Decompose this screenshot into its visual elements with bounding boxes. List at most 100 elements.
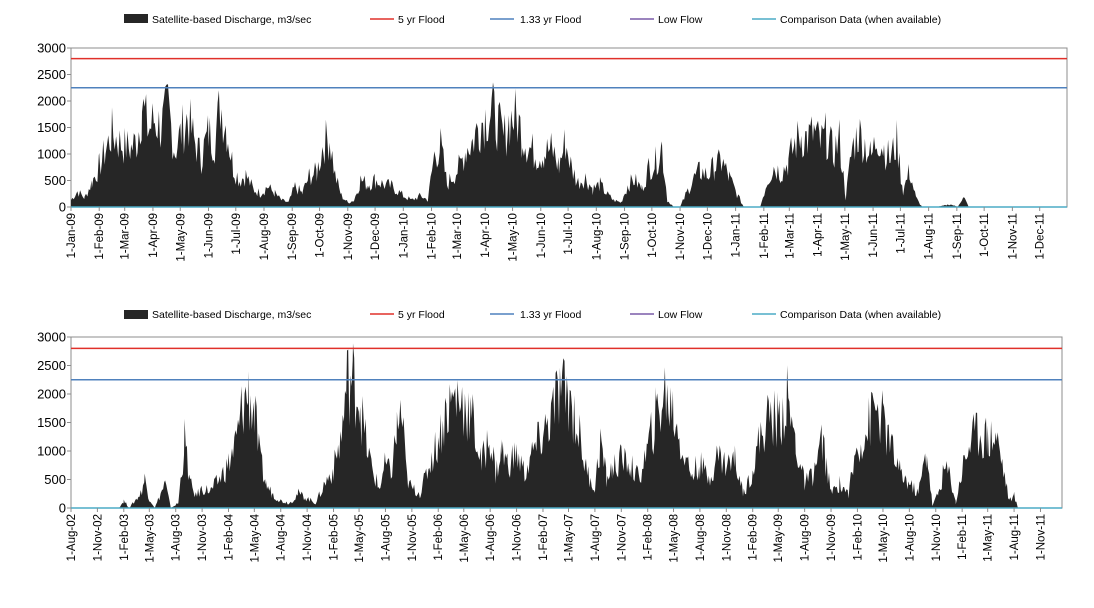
- y-tick-label: 2500: [37, 67, 66, 82]
- legend-item-flood5: 5 yr Flood: [370, 309, 445, 321]
- x-tick-label: 1-Apr-09: [148, 213, 160, 258]
- legend-label-lowflow: Low Flow: [658, 14, 703, 26]
- x-tick-label: 1-Mar-09: [120, 213, 132, 260]
- legend-item-flood5: 5 yr Flood: [370, 14, 445, 26]
- legend-item-discharge: Satellite-based Discharge, m3/sec: [124, 309, 311, 321]
- y-tick-label: 2500: [37, 358, 66, 373]
- x-tick-label: 1-Nov-10: [675, 213, 687, 260]
- x-tick-label: 1-Feb-10: [427, 213, 439, 260]
- x-tick-label: 1-Sep-10: [620, 213, 632, 260]
- legend-label-lowflow: Low Flow: [658, 309, 703, 321]
- x-tick-label: 1-Feb-05: [329, 514, 341, 561]
- y-tick-label: 1500: [37, 120, 66, 135]
- x-tick-label: 1-May-10: [878, 514, 890, 563]
- chart-svg: Satellite-based Discharge, m3/sec 5 yr F…: [37, 309, 1063, 563]
- x-tick-label: 1-Sep-11: [952, 213, 964, 259]
- discharge-chart-2002-2011: Satellite-based Discharge, m3/sec 5 yr F…: [0, 300, 1094, 608]
- legend-label-flood133: 1.33 yr Flood: [520, 14, 581, 26]
- x-tick-label: 1-Apr-11: [813, 213, 825, 257]
- legend-item-lowflow: Low Flow: [630, 14, 703, 26]
- x-tick-label: 1-Jul-11: [895, 213, 907, 254]
- x-tick-label: 1-Mar-11: [784, 213, 796, 259]
- legend-label-comparison: Comparison Data (when available): [780, 309, 941, 321]
- x-tick-label: 1-Aug-11: [924, 213, 936, 259]
- x-tick-label: 1-Apr-10: [480, 213, 492, 258]
- x-tick-label: 1-May-09: [175, 213, 187, 262]
- y-tick-label: 3000: [37, 330, 66, 345]
- x-tick-label: 1-Nov-11: [1036, 514, 1048, 560]
- x-tick-label: 1-Feb-10: [852, 514, 864, 561]
- x-tick-label: 1-May-08: [669, 514, 681, 563]
- x-tick-label: 1-Nov-03: [197, 514, 209, 561]
- legend-label-discharge: Satellite-based Discharge, m3/sec: [152, 309, 311, 321]
- x-tick-label: 1-Aug-11: [1009, 514, 1021, 560]
- x-tick-label: 1-Jun-11: [868, 213, 880, 258]
- legend-swatch-discharge: [124, 14, 148, 23]
- series-discharge-area: [71, 82, 1067, 207]
- chart-svg: Satellite-based Discharge, m3/sec 5 yr F…: [37, 14, 1068, 262]
- x-tick-label: 1-May-11: [840, 213, 852, 261]
- x-tick-label: 1-Aug-03: [171, 514, 183, 561]
- x-tick-label: 1-Feb-03: [119, 514, 131, 561]
- x-tick-label: 1-Nov-09: [826, 514, 838, 561]
- x-tick-label: 1-Dec-10: [702, 213, 714, 260]
- y-tick-label: 1000: [37, 444, 66, 459]
- y-tick-label: 0: [59, 200, 66, 215]
- x-tick-label: 1-Oct-11: [979, 213, 991, 257]
- x-tick-label: 1-Aug-10: [904, 514, 916, 561]
- legend: Satellite-based Discharge, m3/sec 5 yr F…: [124, 309, 941, 321]
- x-tick-label: 1-Nov-08: [721, 514, 733, 561]
- x-tick-label: 1-Nov-07: [616, 514, 628, 561]
- x-tick-label: 1-Aug-04: [276, 513, 288, 561]
- x-tick-label: 1-Aug-09: [800, 514, 812, 561]
- x-tick-label: 1-Jan-09: [66, 213, 78, 258]
- x-tick-label: 1-Jun-10: [536, 213, 548, 258]
- y-tick-label: 1000: [37, 147, 66, 162]
- legend-label-flood133: 1.33 yr Flood: [520, 309, 581, 321]
- x-tick-label: 1-Jul-09: [231, 213, 243, 255]
- x-tick-label: 1-Nov-10: [931, 514, 943, 561]
- y-tick-label: 2000: [37, 94, 66, 109]
- legend: Satellite-based Discharge, m3/sec 5 yr F…: [124, 14, 941, 26]
- x-tick-label: 1-Dec-11: [1035, 213, 1047, 259]
- x-tick-label: 1-Jan-10: [398, 213, 410, 258]
- legend-swatch-discharge: [124, 310, 148, 319]
- x-tick-label: 1-Sep-09: [287, 213, 299, 260]
- x-tick-label: 1-Jun-09: [204, 213, 216, 258]
- y-tick-label: 3000: [37, 41, 66, 56]
- y-tick-label: 500: [44, 173, 66, 188]
- x-tick-label: 1-May-11: [983, 514, 995, 562]
- legend-item-discharge: Satellite-based Discharge, m3/sec: [124, 14, 311, 26]
- y-tick-label: 2000: [37, 387, 66, 402]
- x-tick-label: 1-Dec-09: [370, 213, 382, 260]
- x-tick-label: 1-Nov-02: [92, 514, 104, 561]
- x-tick-label: 1-Feb-09: [748, 514, 760, 561]
- y-tick-label: 0: [59, 501, 66, 516]
- x-tick-label: 1-Aug-08: [695, 514, 707, 561]
- x-tick-label: 1-May-09: [773, 514, 785, 563]
- x-tick-label: 1-Feb-11: [759, 213, 771, 259]
- x-tick-label: 1-May-03: [144, 514, 156, 563]
- legend-label-flood5: 5 yr Flood: [398, 309, 445, 321]
- x-tick-label: 1-Feb-08: [643, 514, 655, 561]
- x-tick-label: 1-Jul-10: [563, 213, 575, 255]
- x-tick-label: 1-Aug-09: [259, 213, 271, 260]
- legend-item-lowflow: Low Flow: [630, 309, 703, 321]
- discharge-chart-2009-2011: Satellite-based Discharge, m3/sec 5 yr F…: [0, 0, 1094, 296]
- x-tick-label: 1-May-07: [564, 514, 576, 563]
- x-tick-label: 1-Nov-04: [302, 513, 314, 561]
- y-tick-label: 1500: [37, 415, 66, 430]
- plot-area: 0 500 1000 1500 2000 2500 3000 1-Aug-02 1-Nov-02…: [37, 330, 1063, 563]
- x-tick-label: 1-May-04: [249, 513, 261, 562]
- legend-label-discharge: Satellite-based Discharge, m3/sec: [152, 14, 311, 26]
- legend-label-comparison: Comparison Data (when available): [780, 14, 941, 26]
- x-tick-label: 1-Feb-04: [224, 513, 236, 560]
- x-tick-label: 1-Oct-09: [315, 213, 327, 258]
- plot-area: 0 500 1000 1500 2000 2500 3000 1-Jan-09 1-Feb-09…: [37, 41, 1068, 262]
- x-tick-label: 1-May-06: [459, 514, 471, 563]
- legend-item-comparison: Comparison Data (when available): [752, 14, 941, 26]
- x-tick-label: 1-Aug-02: [66, 514, 78, 561]
- legend-item-flood133: 1.33 yr Flood: [490, 14, 581, 26]
- x-tick-label: 1-Feb-07: [538, 514, 550, 561]
- y-tick-label: 500: [44, 472, 66, 487]
